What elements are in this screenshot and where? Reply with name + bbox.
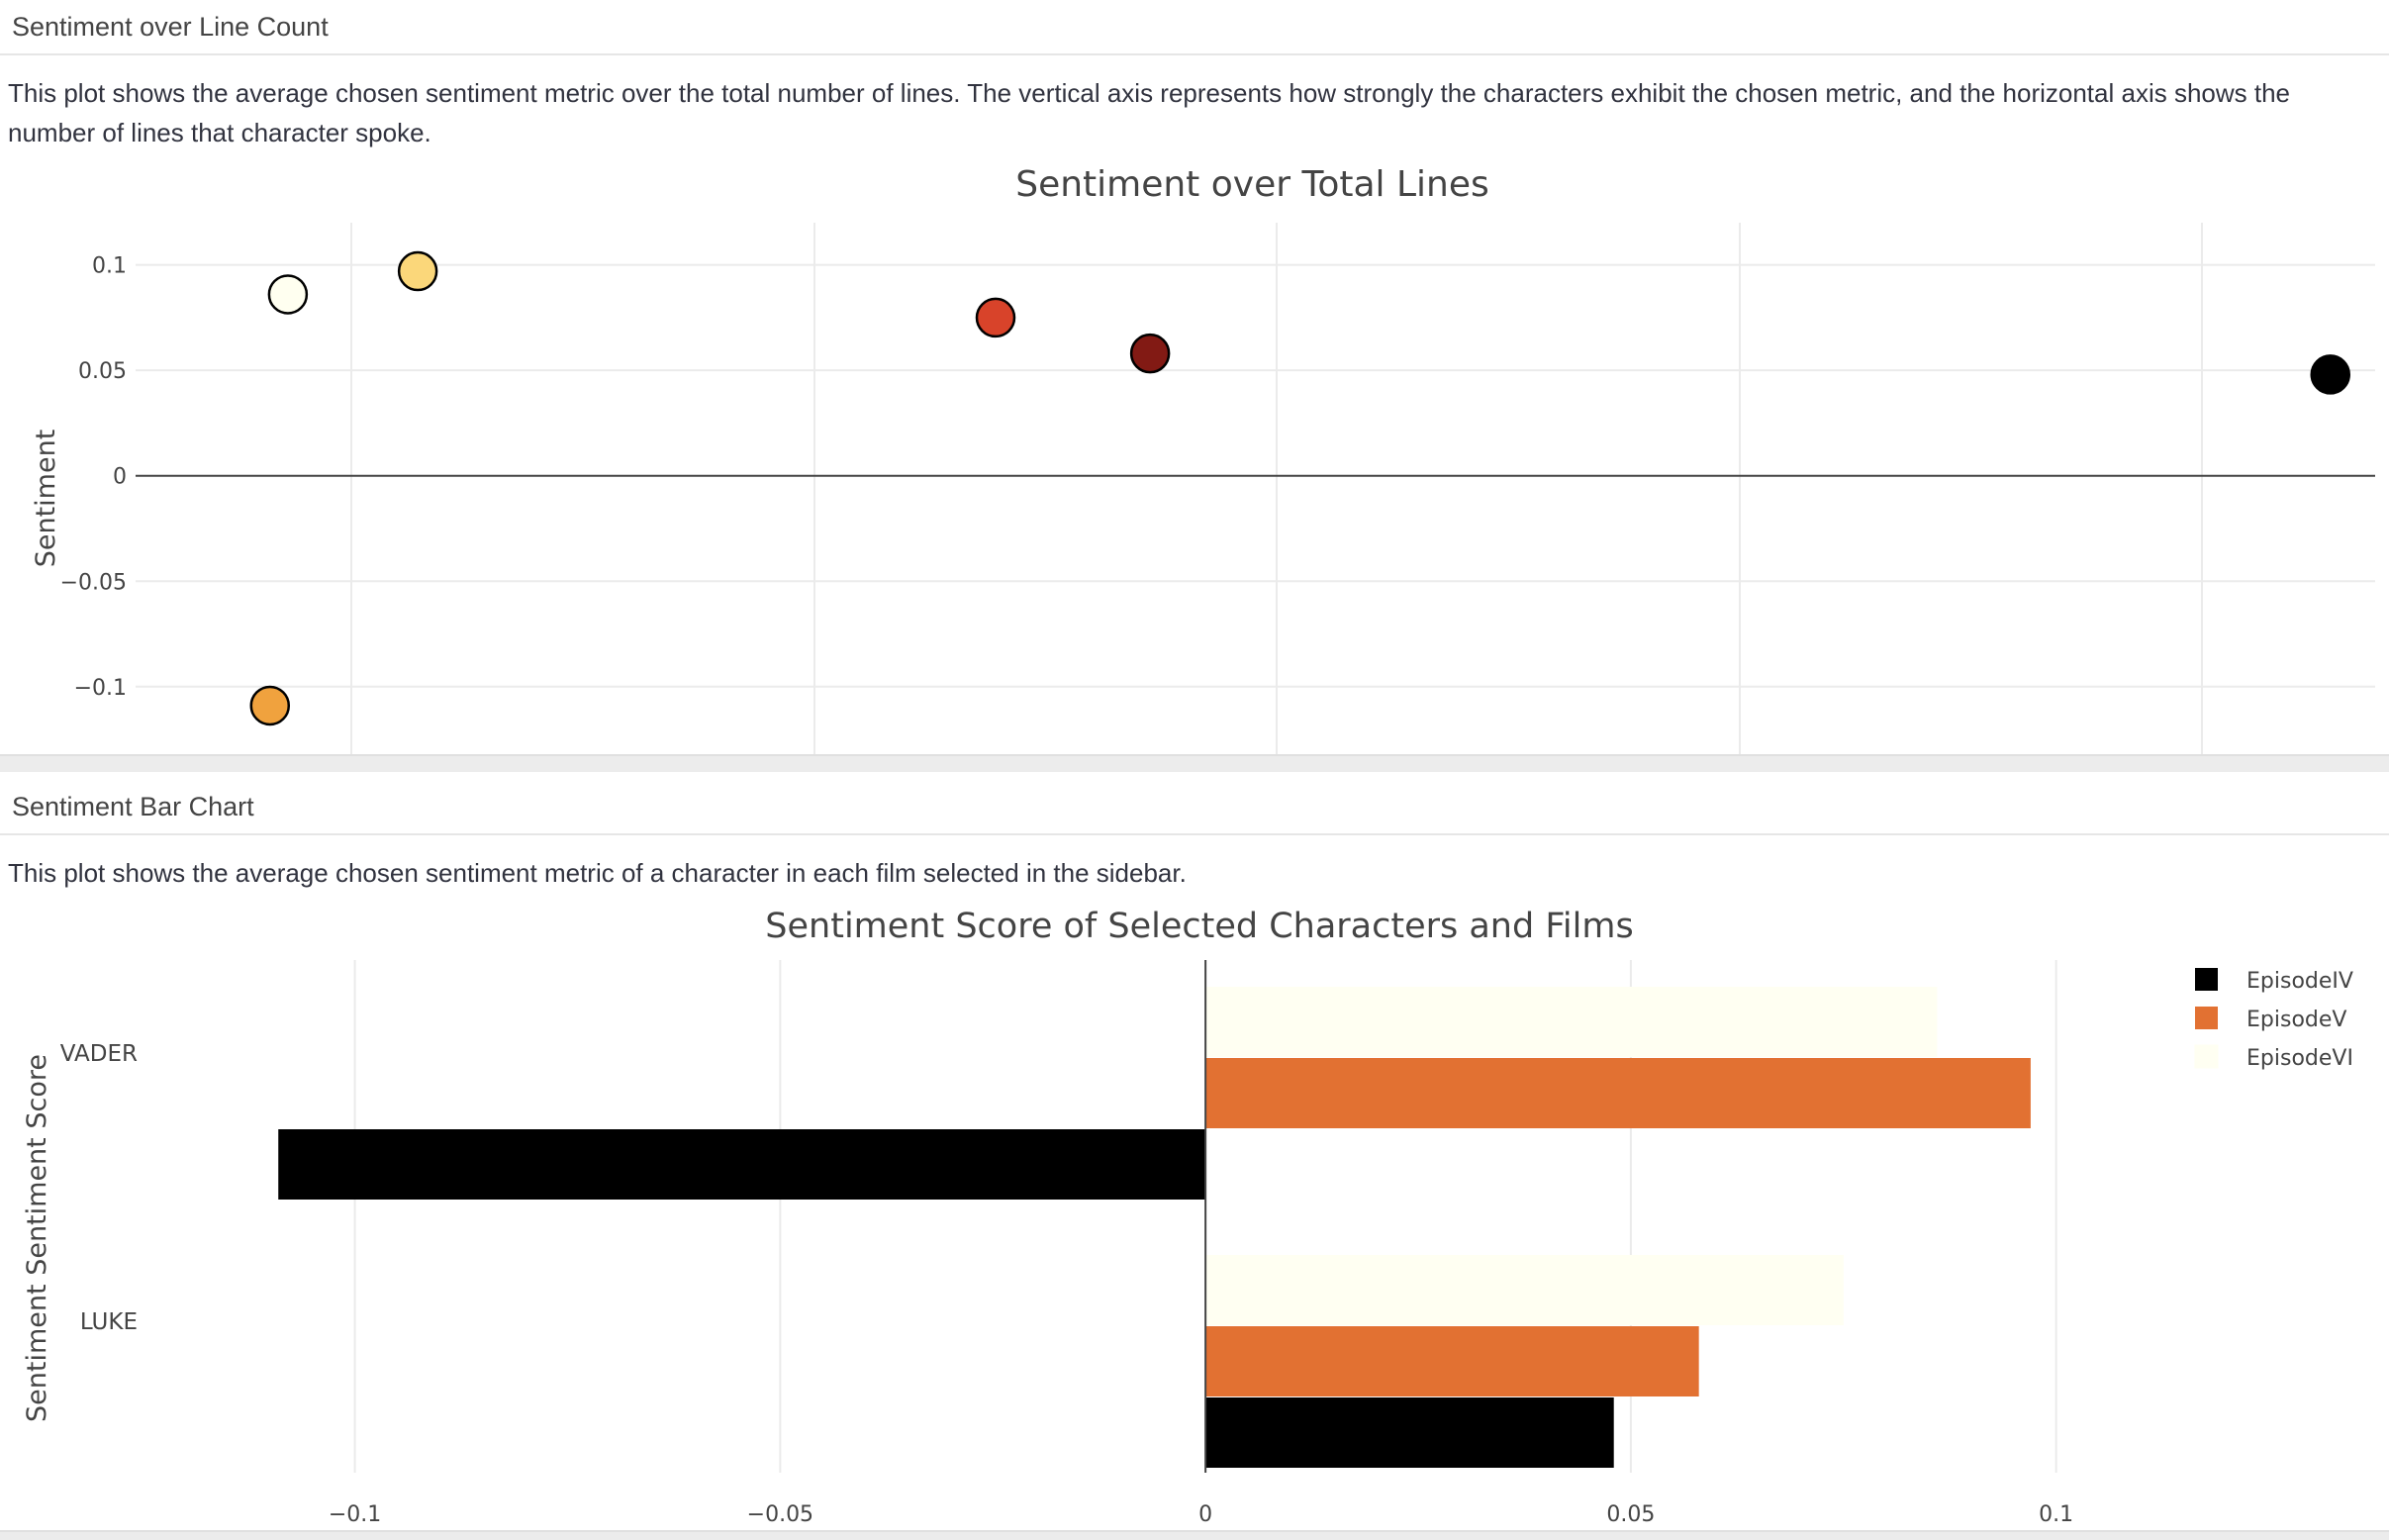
bar-description: This plot shows the average chosen senti… [8,858,1187,888]
scatter-point [975,297,1016,338]
scatter-description: This plot shows the average chosen senti… [8,78,2291,147]
scatter-section-header[interactable]: Sentiment over Line Count [0,0,2389,55]
scatter-y-tick-label: 0.05 [78,359,127,384]
scatter-y-tick-label: −0.05 [60,570,127,595]
bar-episodev [1205,1058,2031,1128]
scatter-section-title: Sentiment over Line Count [12,12,329,42]
legend-label-episodev: EpisodeV [2246,1008,2346,1032]
scatter-point [2310,354,2350,395]
legend-swatch-episodevi [2194,1044,2219,1069]
bar-chart: Sentiment Score of Selected Characters a… [22,907,2353,1527]
bar-chart-title: Sentiment Score of Selected Characters a… [765,907,1633,946]
bar-x-tick-label: 0.05 [1606,1502,1655,1527]
bar-episodeiv [1205,1397,1614,1468]
bar-x-tick-label: −0.05 [747,1502,813,1527]
bar-section-header[interactable]: Sentiment Bar Chart [0,774,2389,835]
scatter-point [397,250,438,292]
legend-swatch-episodeiv [2195,968,2218,991]
scatter-point [1129,333,1171,374]
scatter-y-tick-label: −0.1 [74,676,127,701]
legend-label-episodeiv: EpisodeIV [2246,969,2353,994]
bar-episodeiv [278,1129,1206,1200]
scatter-point [267,274,309,315]
scatter-chart: Sentiment over Total Lines 0.1 0.05 0 −0.05 −… [31,164,2375,754]
bottom-divider [0,1530,2389,1540]
scatter-y-axis-label: Sentiment [31,430,61,568]
bar-category-label: LUKE [80,1309,138,1335]
legend-swatch-episodev [2195,1007,2218,1029]
bar-y-axis-label: Sentiment Sentiment Score [22,1054,52,1422]
scatter-y-tick-label: 0.1 [92,254,127,279]
legend-label-episodevi: EpisodeVI [2246,1046,2353,1071]
bar-x-tick-label: −0.1 [329,1502,381,1527]
bar-episodevi [1205,1255,1844,1325]
bar-category-label: VADER [60,1041,138,1067]
scatter-point [249,685,291,726]
section-divider [0,754,2389,772]
bar-episodevi [1205,987,1938,1057]
bar-episodev [1205,1326,1699,1396]
scatter-chart-title: Sentiment over Total Lines [1015,164,1489,205]
scatter-y-tick-label: 0 [113,465,127,490]
bar-x-tick-label: 0 [1198,1502,1212,1527]
bar-x-tick-label: 0.1 [2039,1502,2073,1527]
bar-section-title: Sentiment Bar Chart [12,792,254,821]
